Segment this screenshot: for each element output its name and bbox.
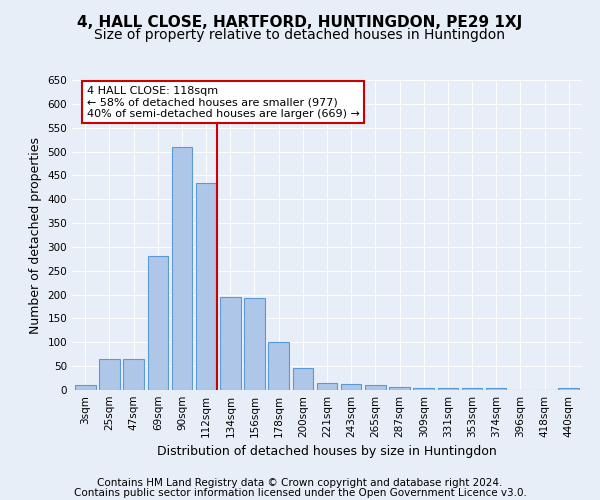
Bar: [220, 297, 241, 390]
Bar: [365, 385, 386, 390]
Bar: [172, 147, 192, 390]
Bar: [268, 342, 289, 390]
Bar: [317, 383, 337, 390]
Text: Size of property relative to detached houses in Huntingdon: Size of property relative to detached ho…: [95, 28, 505, 42]
Bar: [437, 388, 458, 390]
Bar: [244, 298, 265, 390]
Bar: [148, 256, 168, 390]
Bar: [196, 182, 217, 390]
Bar: [293, 368, 313, 390]
Text: Contains HM Land Registry data © Crown copyright and database right 2024.: Contains HM Land Registry data © Crown c…: [97, 478, 503, 488]
X-axis label: Distribution of detached houses by size in Huntingdon: Distribution of detached houses by size …: [157, 446, 497, 458]
Bar: [99, 359, 120, 390]
Bar: [413, 388, 434, 390]
Bar: [389, 386, 410, 390]
Text: 4 HALL CLOSE: 118sqm
← 58% of detached houses are smaller (977)
40% of semi-deta: 4 HALL CLOSE: 118sqm ← 58% of detached h…: [86, 86, 359, 119]
Text: Contains public sector information licensed under the Open Government Licence v3: Contains public sector information licen…: [74, 488, 526, 498]
Bar: [462, 388, 482, 390]
Y-axis label: Number of detached properties: Number of detached properties: [29, 136, 42, 334]
Bar: [75, 385, 95, 390]
Bar: [341, 384, 361, 390]
Bar: [124, 359, 144, 390]
Bar: [559, 388, 579, 390]
Bar: [486, 388, 506, 390]
Text: 4, HALL CLOSE, HARTFORD, HUNTINGDON, PE29 1XJ: 4, HALL CLOSE, HARTFORD, HUNTINGDON, PE2…: [77, 15, 523, 30]
